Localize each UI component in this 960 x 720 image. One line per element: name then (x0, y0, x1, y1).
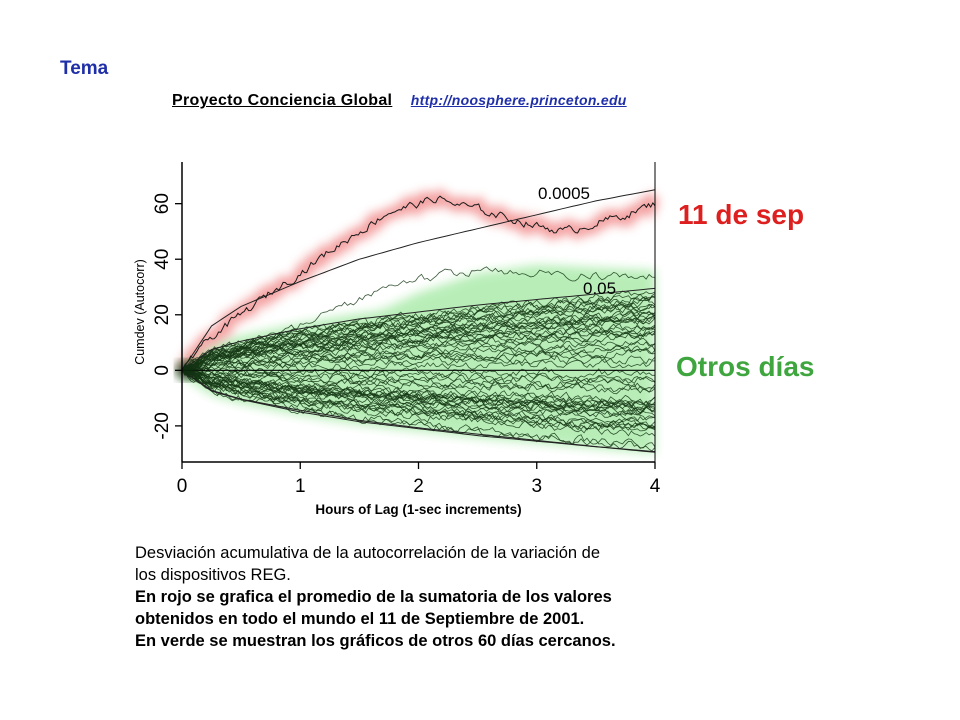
other-day-line (181, 311, 656, 371)
other-day-line (181, 295, 656, 371)
caption-bold-line-2: obtenidos en todo el mundo el 11 de Sept… (135, 610, 585, 628)
other-day-line (181, 369, 656, 437)
other-day-line (181, 358, 656, 374)
series-11-de-sep-line (181, 195, 656, 371)
other-day-line (181, 337, 656, 371)
envelope-label-0.0005: 0.0005 (538, 184, 590, 203)
other-day-line (181, 310, 656, 371)
other-day-line (181, 323, 656, 371)
other-day-line (181, 330, 656, 373)
other-day-line (181, 355, 656, 372)
y-tick-label: 0 (152, 365, 173, 376)
x-tick-label: 0 (177, 476, 188, 497)
other-day-line (181, 367, 656, 421)
other-day-line (181, 369, 656, 414)
other-day-line (181, 292, 656, 371)
other-day-line (181, 369, 656, 394)
x-axis-label: Hours of Lag (1-sec increments) (315, 502, 521, 517)
envelope-0.0005-upper (181, 189, 656, 371)
other-day-line (181, 368, 656, 385)
text-layer: 0 1 2 3 4 -20 0 20 40 60 Hours of Lag (1-sec incre… (133, 184, 814, 517)
axis-layer (175, 162, 656, 469)
other-day-line (181, 326, 656, 371)
y-axis-label: Cumdev (Autocorr) (133, 259, 147, 365)
x-tick-label: 3 (531, 476, 542, 497)
y-tick-label: 60 (152, 193, 173, 214)
other-day-line (181, 304, 656, 372)
caption-bold-line-1: En rojo se grafica el promedio de la sum… (135, 588, 612, 606)
other-day-line (181, 369, 656, 449)
caption: Desviación acumulativa de la autocorrela… (135, 542, 855, 652)
series-label-11-de-sep: 11 de sep (678, 199, 804, 230)
other-day-line (181, 313, 656, 371)
other-day-line (181, 341, 656, 374)
chart: 0 1 2 3 4 -20 0 20 40 60 Hours of Lag (1-sec incre… (120, 150, 840, 530)
other-day-line (181, 297, 656, 373)
slide-topic: Tema (60, 58, 109, 79)
y-tick-label: -20 (152, 412, 173, 439)
envelope-label-0.05: 0.05 (583, 279, 616, 298)
other-day-line (181, 295, 656, 371)
header: Proyecto Conciencia Global http://noosph… (172, 92, 627, 110)
other-day-line (181, 369, 656, 432)
other-day-line (181, 369, 656, 386)
y-tick-label: 20 (152, 304, 173, 325)
caption-line-2: los dispositivos REG. (135, 566, 291, 584)
caption-line-1: Desviación acumulativa de la autocorrela… (135, 544, 601, 562)
envelope-0.0005-lower (181, 369, 656, 453)
other-day-line (181, 368, 656, 406)
x-tick-label: 1 (295, 476, 306, 497)
chart-svg: 0 1 2 3 4 -20 0 20 40 60 Hours of Lag (1-sec incre… (133, 162, 814, 517)
x-tick-label: 4 (650, 476, 661, 497)
other-day-line (181, 347, 656, 376)
project-title: Proyecto Conciencia Global (172, 92, 393, 109)
other-day-line (181, 368, 656, 427)
envelope-0.05-upper (181, 287, 656, 371)
caption-bold-line-3: En verde se muestran los gráficos de otr… (135, 632, 616, 650)
plot-layer (175, 189, 656, 453)
series-label-otros-dias: Otros días (676, 351, 814, 382)
other-day-line (181, 370, 656, 395)
project-link[interactable]: http://noosphere.princeton.edu (410, 92, 627, 108)
x-tick-label: 2 (413, 476, 424, 497)
other-day-line (181, 369, 656, 390)
y-tick-label: 40 (152, 249, 173, 270)
other-day-line (181, 367, 656, 414)
